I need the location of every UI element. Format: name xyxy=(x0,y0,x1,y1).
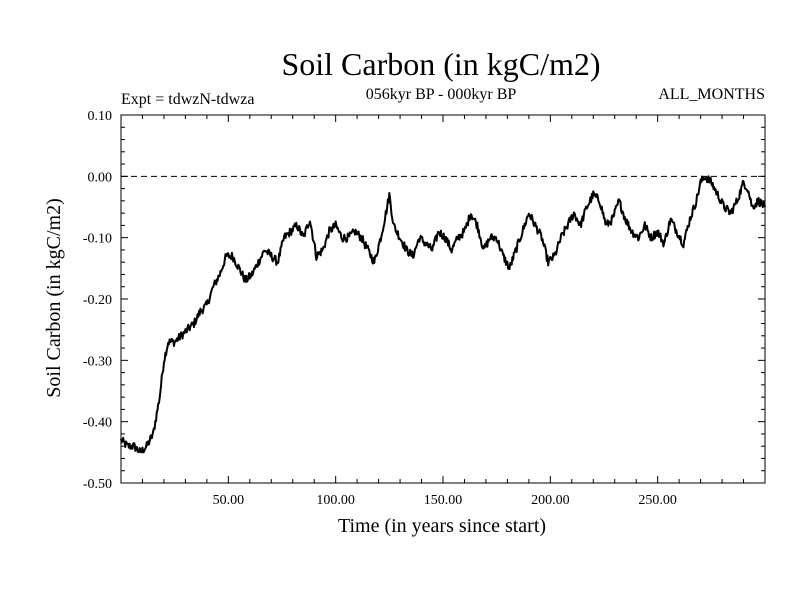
series-line xyxy=(120,175,766,454)
x-tick-label: 200.00 xyxy=(531,493,570,508)
months-label: ALL_MONTHS xyxy=(658,86,765,103)
y-tick-label: -0.40 xyxy=(83,416,112,431)
y-tick-label: 0.10 xyxy=(88,109,113,124)
y-tick-label: -0.50 xyxy=(83,477,112,492)
x-tick-label: 150.00 xyxy=(424,493,463,508)
y-tick-label: -0.30 xyxy=(83,354,112,369)
y-tick-label: -0.10 xyxy=(83,232,112,247)
y-axis-label: Soil Carbon (in kgC/m2) xyxy=(43,198,65,397)
chart-title: Soil Carbon (in kgC/m2) xyxy=(281,46,600,82)
series-layer xyxy=(120,175,766,454)
experiment-label: Expt = tdwzN-tdwza xyxy=(121,91,254,108)
x-axis-label: Time (in years since start) xyxy=(338,515,546,537)
axis-ticks: 50.00 100.00 150.00 200.00 250.00 0.10 0.00 -0.… xyxy=(83,109,765,508)
y-tick-label: -0.20 xyxy=(83,293,112,308)
plot-frame xyxy=(120,114,766,484)
x-tick-label: 50.00 xyxy=(213,493,245,508)
y-tick-label: 0.00 xyxy=(88,170,113,185)
x-tick-label: 250.00 xyxy=(638,493,677,508)
chart-subtitle: 056kyr BP - 000kyr BP xyxy=(366,86,517,103)
x-tick-label: 100.00 xyxy=(316,493,355,508)
